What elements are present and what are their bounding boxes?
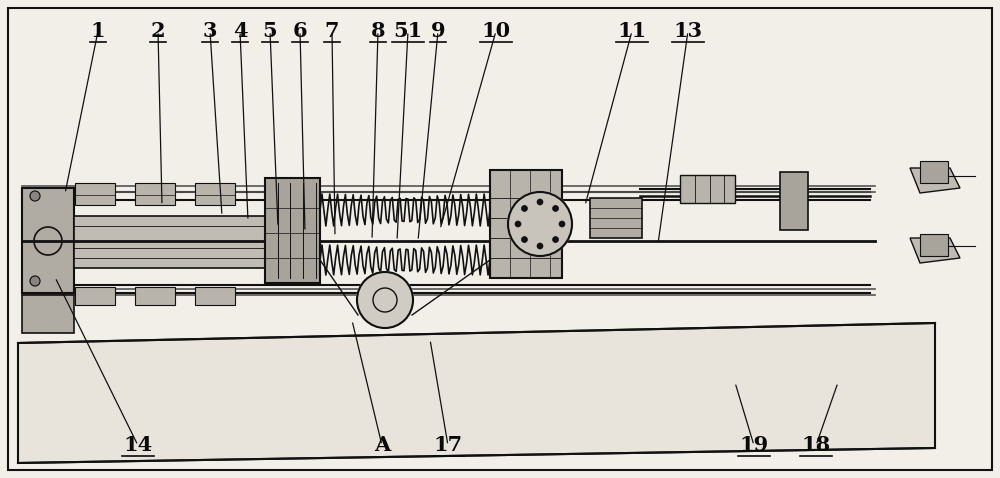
Text: 9: 9 xyxy=(431,21,445,41)
Circle shape xyxy=(553,206,559,211)
Text: 3: 3 xyxy=(203,21,217,41)
Circle shape xyxy=(521,237,527,242)
Bar xyxy=(265,178,320,283)
Polygon shape xyxy=(18,323,935,463)
Circle shape xyxy=(537,199,543,205)
Text: 5: 5 xyxy=(263,21,277,41)
Circle shape xyxy=(537,243,543,249)
Text: 2: 2 xyxy=(151,21,165,41)
Bar xyxy=(135,183,175,205)
Bar xyxy=(490,170,562,278)
Text: 13: 13 xyxy=(673,21,703,41)
Bar xyxy=(22,295,74,333)
Text: 11: 11 xyxy=(617,21,647,41)
Polygon shape xyxy=(910,168,960,193)
Circle shape xyxy=(30,191,40,201)
Text: 6: 6 xyxy=(293,21,307,41)
Text: 10: 10 xyxy=(481,21,511,41)
Text: 14: 14 xyxy=(123,435,153,456)
Bar xyxy=(680,175,735,203)
Text: 18: 18 xyxy=(801,435,831,456)
Text: 4: 4 xyxy=(233,21,247,41)
Bar xyxy=(590,198,642,238)
Bar xyxy=(74,216,269,268)
Bar xyxy=(75,287,115,305)
Circle shape xyxy=(508,192,572,256)
Bar xyxy=(920,161,948,183)
Bar xyxy=(195,287,235,305)
Text: A: A xyxy=(374,435,390,456)
Circle shape xyxy=(357,272,413,328)
Text: 51: 51 xyxy=(393,21,423,41)
Bar xyxy=(195,183,235,205)
Bar xyxy=(780,172,808,230)
Bar xyxy=(22,188,74,293)
Text: 7: 7 xyxy=(325,21,339,41)
Text: 17: 17 xyxy=(433,435,463,456)
Circle shape xyxy=(30,276,40,286)
Text: 19: 19 xyxy=(739,435,769,456)
Circle shape xyxy=(559,221,565,227)
Text: 8: 8 xyxy=(371,21,385,41)
Circle shape xyxy=(553,237,559,242)
Polygon shape xyxy=(910,238,960,263)
Bar xyxy=(75,183,115,205)
Circle shape xyxy=(515,221,521,227)
Text: 1: 1 xyxy=(91,21,105,41)
Bar xyxy=(135,287,175,305)
Circle shape xyxy=(521,206,527,211)
Bar xyxy=(920,234,948,256)
